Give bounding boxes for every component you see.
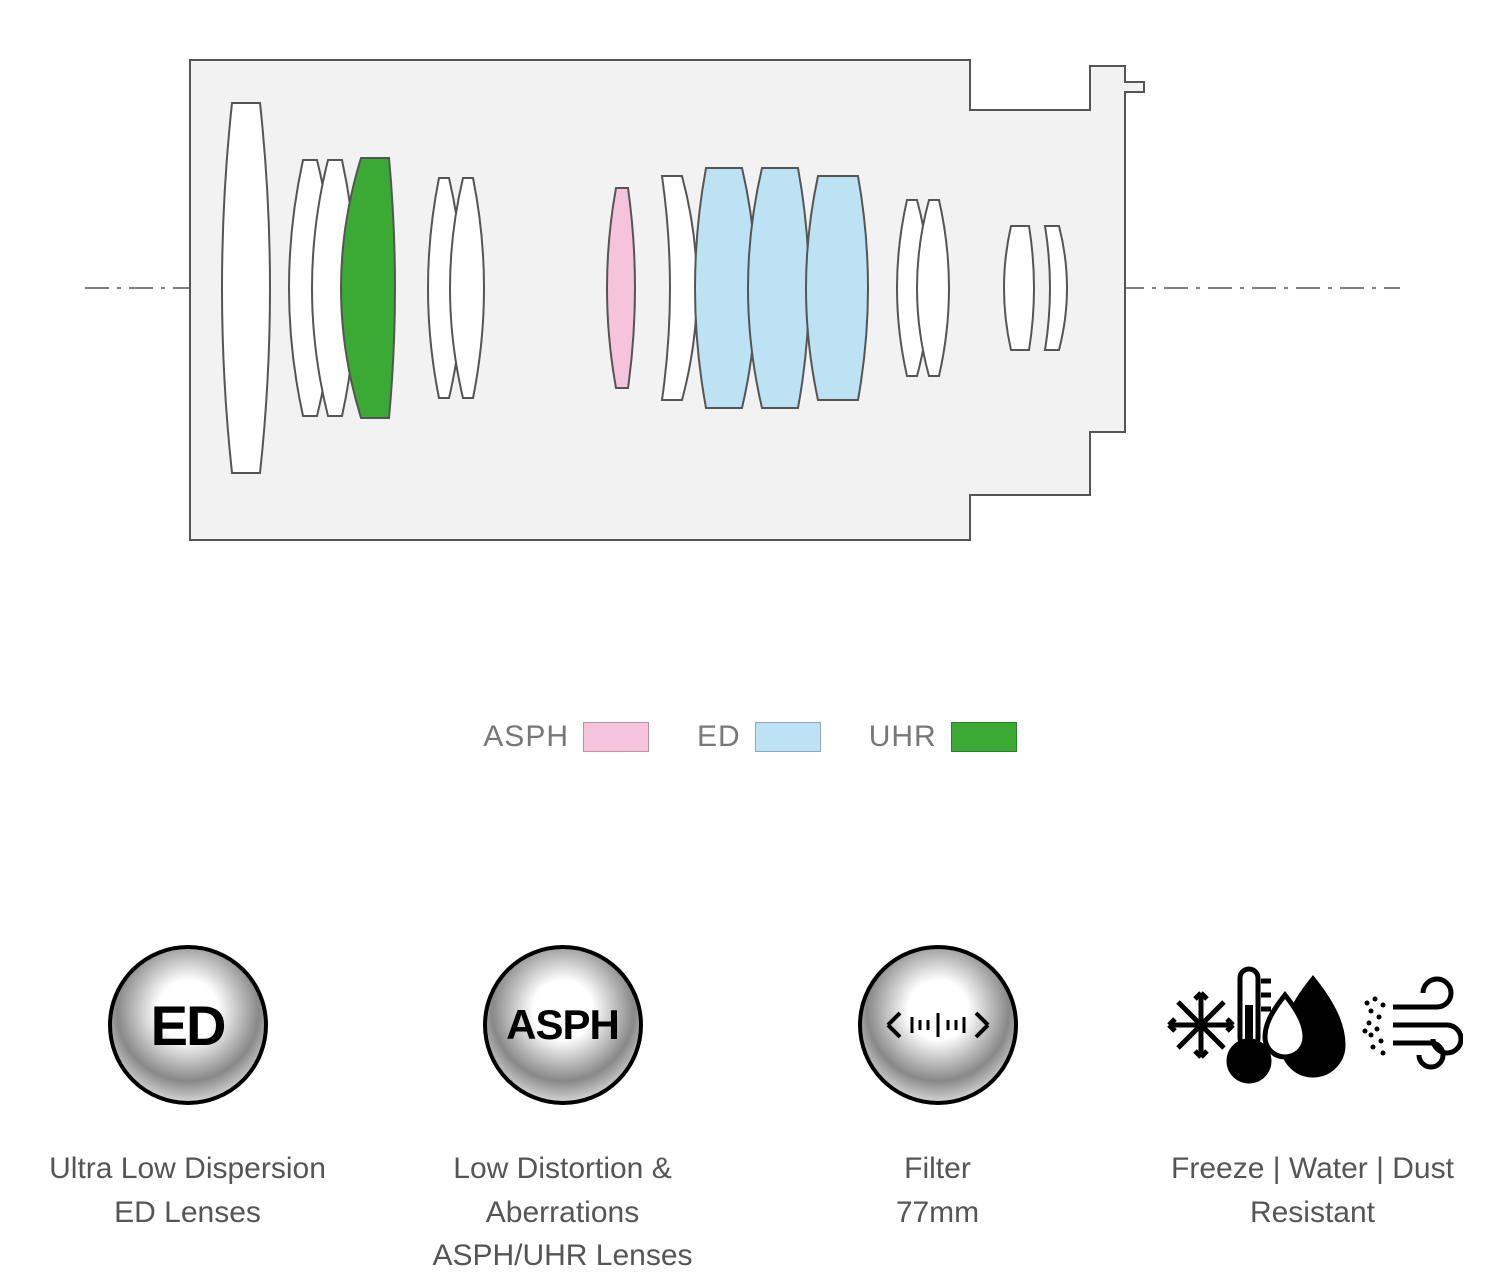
- legend-swatch-uhr: [951, 722, 1017, 752]
- legend-label: ED: [697, 720, 741, 754]
- feature-row: ED Ultra Low DispersionED Lenses ASPH Lo…: [0, 945, 1500, 1278]
- lens-element-g1-front: [222, 103, 270, 473]
- weather-icons: [1163, 945, 1463, 1105]
- lens-element-asph: [607, 188, 635, 388]
- water-drop-icon: [1265, 979, 1343, 1075]
- snowflake-icon: [1169, 993, 1233, 1057]
- feature-weather: Freeze | Water | DustResistant: [1143, 945, 1483, 1234]
- legend-item-uhr: UHR: [869, 720, 1017, 754]
- filter-scale-icon: [878, 995, 998, 1055]
- legend: ASPH ED UHR: [0, 720, 1500, 754]
- feature-asph: ASPH Low Distortion & AberrationsASPH/UH…: [393, 945, 733, 1278]
- feature-filter: Filter77mm: [768, 945, 1108, 1234]
- asph-badge-icon: ASPH: [483, 945, 643, 1105]
- feature-label: Filter77mm: [896, 1147, 979, 1234]
- feature-label: Freeze | Water | DustResistant: [1171, 1147, 1454, 1234]
- filter-badge-icon: [858, 945, 1018, 1105]
- ed-badge-icon: ED: [108, 945, 268, 1105]
- legend-label: ASPH: [483, 720, 569, 754]
- badge-text: ASPH: [506, 1001, 619, 1049]
- legend-swatch-ed: [755, 722, 821, 752]
- feature-label: Ultra Low DispersionED Lenses: [49, 1147, 326, 1234]
- legend-item-ed: ED: [697, 720, 821, 754]
- wind-icon: [1362, 979, 1461, 1067]
- lens-diagram: [0, 0, 1500, 640]
- badge-text: ED: [151, 993, 225, 1058]
- lens-element-ed1: [695, 168, 756, 408]
- feature-ed: ED Ultra Low DispersionED Lenses: [18, 945, 358, 1234]
- feature-label: Low Distortion & AberrationsASPH/UHR Len…: [393, 1147, 733, 1278]
- lens-element-ed2: [748, 168, 809, 408]
- lens-element-ed3: [806, 176, 868, 400]
- legend-swatch-asph: [583, 722, 649, 752]
- legend-label: UHR: [869, 720, 937, 754]
- lens-cross-section-svg: [0, 0, 1500, 640]
- legend-item-asph: ASPH: [483, 720, 649, 754]
- lens-element-rear-a: [1004, 226, 1034, 350]
